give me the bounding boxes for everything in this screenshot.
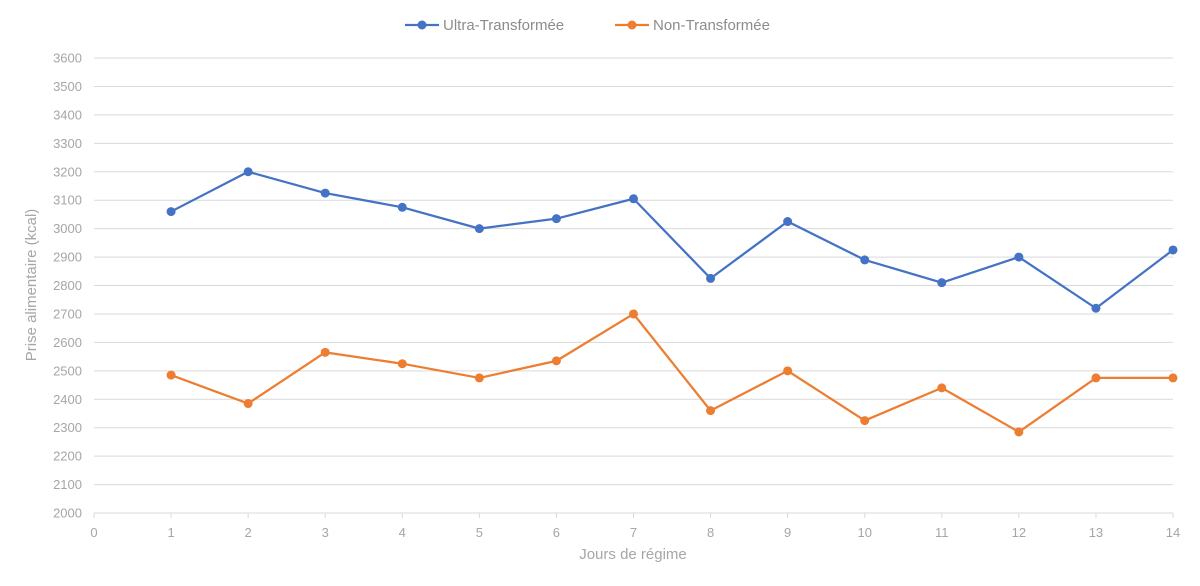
data-point [1014,427,1024,437]
x-tick-label: 14 [1166,525,1180,540]
data-point [783,217,793,227]
data-point [937,278,947,288]
x-tick-label: 3 [322,525,329,540]
x-tick-label: 2 [245,525,252,540]
y-tick-label: 2600 [53,335,82,350]
y-tick-label: 3600 [53,51,82,66]
y-tick-label: 2500 [53,363,82,378]
data-point [1091,303,1101,313]
legend-item: Non-Transformée [615,17,770,34]
gridlines [94,57,1173,514]
data-point [551,356,561,366]
series-line [170,170,1174,310]
data-point [629,309,638,319]
legend: Ultra-Transformée Non-Transformée [405,17,770,34]
y-tick-label: 2800 [53,278,82,293]
y-tick-label: 3400 [53,107,82,122]
data-point [783,366,793,376]
data-point [474,373,484,383]
data-point [397,202,407,212]
series-1 [166,309,1178,437]
y-tick-label: 2000 [53,506,82,521]
data-point [1168,245,1178,255]
data-point [474,224,484,234]
legend-item: Ultra-Transformée [405,17,564,34]
x-tick-label: 4 [399,525,406,540]
y-tick-label: 2300 [53,420,82,435]
y-tick-label: 2400 [53,392,82,407]
data-point [706,406,716,416]
x-tick-label: 12 [1012,525,1026,540]
data-point [1014,252,1024,262]
x-axis-title: Jours de régime [579,546,687,563]
x-tick-label: 8 [707,525,714,540]
y-axis-ticks: 2000 2100 2200 2300 2400 2500 2600 2700 2800 2900… [53,51,82,521]
y-tick-label: 2200 [53,449,82,464]
legend-marker [417,20,427,30]
data-point [1168,373,1178,383]
data-point [860,255,870,265]
x-tick-label: 9 [784,525,791,540]
series-group [166,167,1178,437]
data-point [320,188,330,198]
data-point [166,370,176,380]
x-axis-ticks: 0 1 2 3 4 5 6 7 8 9 10 11 12 13 14 [90,513,1180,540]
data-point [706,273,716,283]
y-tick-label: 3100 [53,193,82,208]
y-tick-label: 2700 [53,306,82,321]
x-tick-label: 7 [630,525,637,540]
x-tick-label: 6 [553,525,560,540]
data-point [937,383,947,393]
data-point [166,207,176,217]
x-tick-label: 5 [476,525,483,540]
data-point [629,194,638,204]
y-tick-label: 3500 [53,79,82,94]
x-tick-label: 1 [167,525,174,540]
y-tick-label: 3300 [53,136,82,151]
x-tick-label: 11 [935,525,949,540]
data-point [320,347,330,357]
y-tick-label: 3200 [53,164,82,179]
data-point [1091,373,1101,383]
data-point [397,359,407,369]
x-tick-label: 13 [1089,525,1103,540]
y-tick-label: 2100 [53,477,82,492]
legend-marker [627,20,637,30]
series-line [170,312,1173,434]
y-tick-label: 2900 [53,250,82,265]
legend-label: Non-Transformée [653,17,770,34]
x-tick-label: 0 [90,525,97,540]
y-tick-label: 3000 [53,221,82,236]
legend-label: Ultra-Transformée [443,17,564,34]
y-axis-title: Prise alimentaire (kcal) [23,209,40,362]
data-point [860,416,870,426]
series-0 [166,167,1178,313]
data-point [243,399,253,409]
data-point [243,167,253,177]
data-point [551,214,561,224]
x-tick-label: 10 [857,525,871,540]
